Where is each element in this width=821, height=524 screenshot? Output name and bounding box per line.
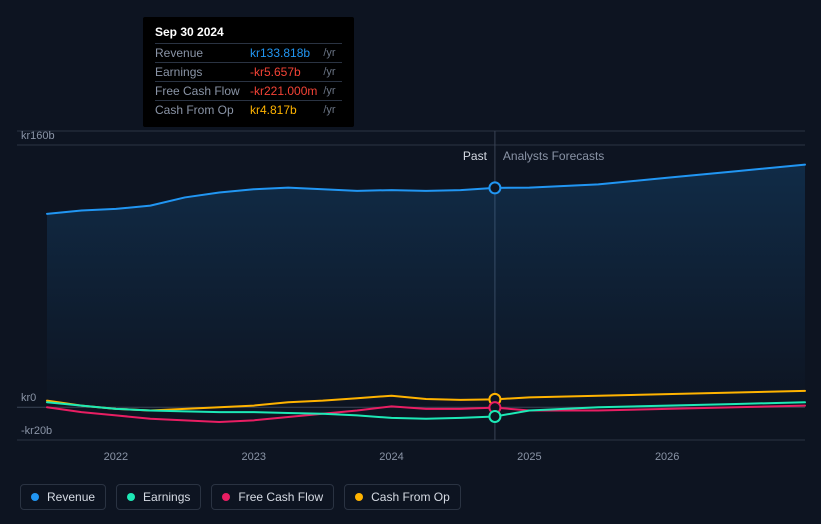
legend-item-cash_op[interactable]: Cash From Op bbox=[344, 484, 461, 510]
tooltip-row-unit: /yr bbox=[323, 63, 341, 82]
tooltip-row-unit: /yr bbox=[323, 101, 341, 120]
legend-dot-icon bbox=[31, 493, 39, 501]
legend-item-label: Revenue bbox=[47, 490, 95, 504]
tooltip-row: Earnings-kr5.657b/yr bbox=[155, 63, 342, 82]
chart-svg: kr160b kr0 -kr20b 2022 2023 2024 2025 2026 Past A… bbox=[0, 0, 821, 524]
legend-dot-icon bbox=[222, 493, 230, 501]
tooltip-row-label: Revenue bbox=[155, 44, 250, 63]
tooltip-row-label: Earnings bbox=[155, 63, 250, 82]
legend-item-revenue[interactable]: Revenue bbox=[20, 484, 106, 510]
tooltip-row-value: kr4.817b bbox=[250, 101, 323, 120]
legend-item-fcf[interactable]: Free Cash Flow bbox=[211, 484, 334, 510]
hover-tooltip: Sep 30 2024 Revenuekr133.818b/yrEarnings… bbox=[143, 17, 354, 127]
svg-text:Analysts Forecasts: Analysts Forecasts bbox=[503, 149, 604, 163]
chart-legend: Revenue Earnings Free Cash Flow Cash From O… bbox=[20, 484, 461, 510]
svg-text:kr160b: kr160b bbox=[21, 130, 55, 142]
svg-text:-kr20b: -kr20b bbox=[21, 425, 52, 437]
svg-text:Past: Past bbox=[463, 149, 488, 163]
tooltip-row-value: kr133.818b bbox=[250, 44, 323, 63]
legend-item-label: Earnings bbox=[143, 490, 190, 504]
tooltip-row: Cash From Opkr4.817b/yr bbox=[155, 101, 342, 120]
tooltip-date: Sep 30 2024 bbox=[155, 25, 342, 39]
legend-item-label: Free Cash Flow bbox=[238, 490, 323, 504]
legend-item-label: Cash From Op bbox=[371, 490, 450, 504]
tooltip-row: Revenuekr133.818b/yr bbox=[155, 44, 342, 63]
tooltip-row: Free Cash Flow-kr221.000m/yr bbox=[155, 82, 342, 101]
svg-text:2023: 2023 bbox=[241, 451, 265, 463]
tooltip-row-value: -kr221.000m bbox=[250, 82, 323, 101]
tooltip-row-unit: /yr bbox=[323, 82, 341, 101]
tooltip-table: Revenuekr133.818b/yrEarnings-kr5.657b/yr… bbox=[155, 43, 342, 119]
svg-text:2022: 2022 bbox=[104, 451, 128, 463]
legend-dot-icon bbox=[127, 493, 135, 501]
legend-item-earnings[interactable]: Earnings bbox=[116, 484, 201, 510]
svg-text:2024: 2024 bbox=[379, 451, 403, 463]
financials-line-chart: { "layout": { "width": 821, "height": 52… bbox=[0, 0, 821, 524]
tooltip-row-label: Free Cash Flow bbox=[155, 82, 250, 101]
tooltip-row-unit: /yr bbox=[323, 44, 341, 63]
svg-text:2025: 2025 bbox=[517, 451, 541, 463]
tooltip-row-value: -kr5.657b bbox=[250, 63, 323, 82]
svg-text:2026: 2026 bbox=[655, 451, 679, 463]
svg-text:kr0: kr0 bbox=[21, 392, 36, 404]
tooltip-row-label: Cash From Op bbox=[155, 101, 250, 120]
legend-dot-icon bbox=[355, 493, 363, 501]
